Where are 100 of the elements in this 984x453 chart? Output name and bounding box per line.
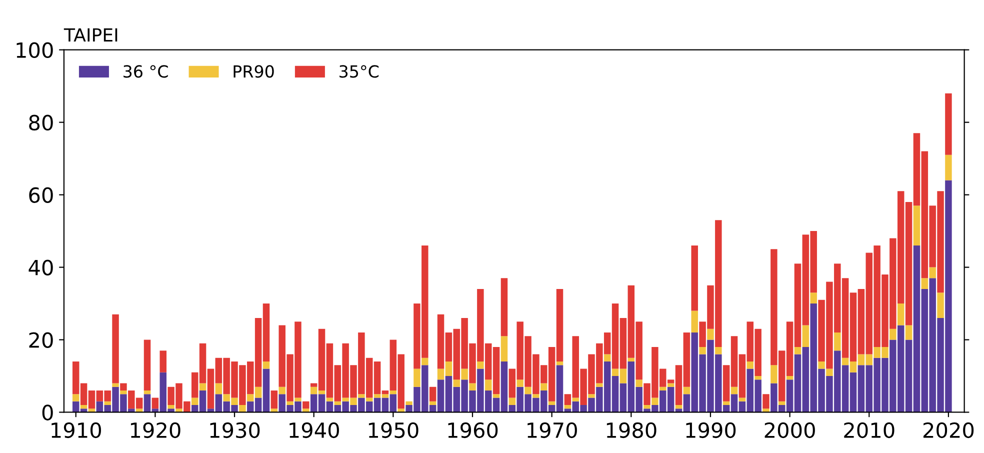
bar [461, 368, 468, 380]
y-tick-label: 0 [42, 404, 53, 420]
bar [897, 304, 904, 326]
bar [262, 361, 270, 369]
bar [921, 278, 928, 290]
x-tick-label: 2000 [764, 422, 815, 438]
x-tick-label: 1960 [448, 422, 498, 438]
legend-label: 36 °C [124, 65, 168, 78]
x-tick-label: 1970 [528, 422, 577, 438]
chart-title: TAIPEI [64, 28, 118, 42]
bar [802, 325, 810, 347]
bar [469, 383, 476, 390]
bar [160, 350, 166, 372]
bar [572, 398, 579, 402]
legend-label: PR90 [234, 65, 274, 78]
x-tick-label: 1910 [52, 422, 101, 438]
x-tick-label: 1940 [290, 422, 339, 438]
bar [358, 394, 365, 398]
bar [564, 404, 572, 409]
bar [722, 401, 730, 405]
bar [422, 358, 428, 366]
bar [667, 383, 674, 387]
bar [286, 401, 294, 405]
bar [120, 390, 127, 394]
bar [636, 380, 642, 387]
bar [818, 361, 825, 369]
bar [120, 383, 127, 390]
bar [239, 404, 246, 412]
bar [660, 386, 666, 390]
bar [429, 401, 436, 405]
bar [524, 386, 532, 394]
bar [945, 93, 952, 155]
bar [366, 398, 373, 402]
bar [500, 278, 508, 336]
bar [548, 401, 556, 405]
bar [691, 310, 698, 332]
legend-label: 35°C [340, 65, 379, 78]
bar [144, 340, 151, 390]
y-tick-label: 100 [16, 42, 53, 58]
bar [152, 398, 159, 409]
bar [691, 246, 698, 311]
bar [644, 404, 650, 409]
y-tick-label: 60 [29, 187, 53, 203]
x-tick-label: 1990 [686, 422, 736, 438]
bar [754, 376, 762, 380]
x-tick-label: 1950 [368, 422, 418, 438]
bar [730, 386, 738, 394]
bar [746, 361, 754, 369]
bar [270, 390, 278, 409]
bar [778, 401, 786, 405]
bar [484, 380, 492, 390]
bar [810, 292, 817, 304]
bar [144, 390, 151, 394]
y-tick-label: 80 [29, 114, 53, 131]
bar [596, 383, 603, 387]
bar [429, 386, 436, 402]
bar [540, 383, 548, 390]
bar [770, 365, 778, 384]
bar [532, 394, 540, 398]
bar [326, 398, 334, 402]
bar [278, 386, 286, 394]
bar [699, 347, 706, 354]
bar [294, 398, 302, 402]
bar [104, 401, 111, 405]
bar [414, 368, 420, 387]
bar [675, 404, 682, 409]
bar [588, 394, 595, 398]
bar [794, 347, 802, 354]
bar [786, 376, 794, 380]
bar [302, 401, 310, 409]
x-tick-label: 1920 [130, 422, 180, 438]
x-tick-label: 2020 [923, 422, 974, 438]
bar [453, 380, 460, 387]
bar [762, 394, 770, 409]
bar [715, 347, 722, 354]
bar [72, 394, 80, 402]
bar [834, 332, 841, 351]
bar [500, 336, 508, 362]
bar [628, 358, 635, 362]
bar [191, 398, 198, 405]
bar [80, 404, 88, 409]
bar [334, 401, 342, 405]
bar [508, 398, 516, 405]
bar [168, 404, 174, 409]
bar [890, 328, 896, 340]
x-tick-label: 1930 [210, 422, 260, 438]
bar [406, 401, 412, 405]
bar [604, 354, 611, 362]
bar [937, 292, 944, 318]
x-tick-label: 2010 [844, 422, 894, 438]
bar [390, 390, 397, 394]
bar [707, 328, 714, 340]
y-tick-label: 20 [29, 332, 53, 348]
x-tick-label: 1980 [606, 422, 656, 438]
bar [683, 386, 690, 394]
bar [556, 361, 564, 366]
bar [477, 361, 484, 369]
bar [738, 398, 746, 402]
bar [929, 267, 936, 278]
bar [945, 154, 952, 180]
